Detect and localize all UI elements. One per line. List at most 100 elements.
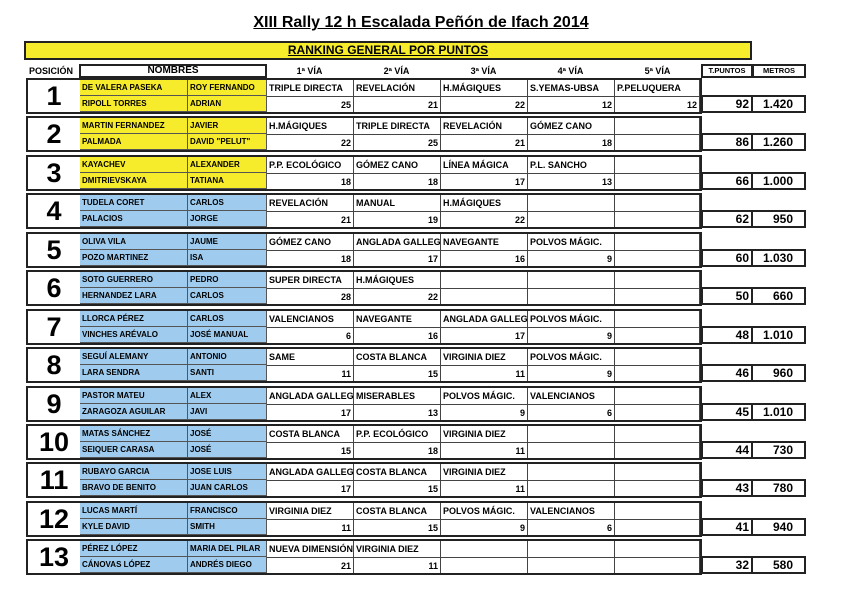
route-points: 28 bbox=[267, 288, 354, 304]
position-number: 6 bbox=[28, 272, 82, 304]
totals: 66 1.000 bbox=[701, 172, 806, 190]
ranking-entry: 8 SEGUÍ ALEMANY ANTONIO LARA SENDRA SANTI SAM… bbox=[26, 347, 702, 383]
total-meters: 1.260 bbox=[762, 135, 793, 149]
climber-name: TUDELA CORET bbox=[80, 195, 188, 211]
total-points: 86 bbox=[703, 135, 753, 149]
climber-name: PÉREZ LÓPEZ bbox=[80, 541, 188, 557]
route-name: ANGLADA GALLEG bbox=[441, 311, 528, 327]
total-meters: 1.010 bbox=[762, 328, 793, 342]
position-number: 11 bbox=[28, 464, 82, 496]
route-name bbox=[615, 426, 700, 442]
route-name: H.MÁGIQUES bbox=[354, 272, 441, 288]
total-meters: 1.000 bbox=[762, 174, 793, 188]
total-meters: 660 bbox=[772, 289, 793, 303]
route-name: NAVEGANTE bbox=[441, 234, 528, 250]
climber-name: CÁNOVAS LÓPEZ bbox=[80, 557, 188, 573]
route-points: 21 bbox=[267, 557, 354, 573]
climber-name: JAVIER bbox=[188, 118, 267, 134]
climber-name: CARLOS bbox=[188, 288, 267, 304]
ranking-entry: 11 RUBAYO GARCIA JOSE LUIS BRAVO DE BENITO J… bbox=[26, 462, 702, 498]
route-name bbox=[615, 118, 700, 134]
route-name bbox=[615, 311, 700, 327]
route-points bbox=[528, 442, 615, 458]
climber-name: KYLE DAVID bbox=[80, 519, 188, 535]
route-points: 9 bbox=[528, 365, 615, 381]
ranking-entry: 10 MATAS SÁNCHEZ JOSÉ SEIQUER CARASA JOSÉ COS… bbox=[26, 424, 702, 460]
route-points: 22 bbox=[441, 96, 528, 112]
climber-name: JOSÉ bbox=[188, 442, 267, 458]
route-points: 11 bbox=[441, 442, 528, 458]
total-points: 44 bbox=[703, 443, 753, 457]
total-meters: 1.420 bbox=[762, 97, 793, 111]
route-points bbox=[615, 211, 700, 227]
route-points: 16 bbox=[441, 250, 528, 266]
position-number: 12 bbox=[28, 503, 82, 535]
route-name bbox=[615, 349, 700, 365]
climber-name: LARA SENDRA bbox=[80, 365, 188, 381]
route-name: VIRGINIA DIEZ bbox=[267, 503, 354, 519]
position-number: 2 bbox=[28, 118, 82, 150]
route-points: 21 bbox=[267, 211, 354, 227]
climber-name: JAUME bbox=[188, 234, 267, 250]
climber-name: RIPOLL TORRES bbox=[80, 96, 188, 112]
climber-name: HERNANDEZ LARA bbox=[80, 288, 188, 304]
totals: 50 660 bbox=[701, 287, 806, 305]
route-points bbox=[528, 557, 615, 573]
totals: 43 780 bbox=[701, 479, 806, 497]
total-meters: 950 bbox=[772, 212, 793, 226]
route-points: 12 bbox=[528, 96, 615, 112]
route-name: SAME bbox=[267, 349, 354, 365]
ranking-entry: 4 TUDELA CORET CARLOS PALACIOS JORGE REVELACI… bbox=[26, 193, 702, 229]
route-name: P.P. ECOLÓGICO bbox=[354, 426, 441, 442]
route-name bbox=[615, 157, 700, 173]
ranking-entry: 7 LLORCA PÉREZ CARLOS VINCHES ARÉVALO JOSÉ M… bbox=[26, 309, 702, 345]
header-via1: 1ª VÍA bbox=[296, 66, 323, 76]
climber-name: FRANCISCO bbox=[188, 503, 267, 519]
route-points: 11 bbox=[441, 480, 528, 496]
climber-name: MATAS SÁNCHEZ bbox=[80, 426, 188, 442]
total-meters: 580 bbox=[772, 558, 793, 572]
route-points: 11 bbox=[441, 365, 528, 381]
route-points: 9 bbox=[528, 327, 615, 343]
climber-name: JOSE LUIS bbox=[188, 464, 267, 480]
climber-name: SEGUÍ ALEMANY bbox=[80, 349, 188, 365]
total-points: 32 bbox=[703, 558, 753, 572]
route-points bbox=[615, 404, 700, 420]
route-points: 17 bbox=[441, 327, 528, 343]
route-points: 18 bbox=[267, 173, 354, 189]
route-name: LÍNEA MÁGICA bbox=[441, 157, 528, 173]
route-points: 6 bbox=[267, 327, 354, 343]
route-points: 9 bbox=[528, 250, 615, 266]
route-name: NUEVA DIMENSIÓN bbox=[267, 541, 354, 557]
climber-name: SMITH bbox=[188, 519, 267, 535]
route-points: 6 bbox=[528, 519, 615, 535]
ranking-entry: 13 PÉREZ LÓPEZ MARIA DEL PILAR CÁNOVAS LÓPE… bbox=[26, 539, 702, 575]
route-points: 12 bbox=[615, 96, 700, 112]
position-number: 1 bbox=[28, 80, 82, 112]
total-meters: 1.030 bbox=[762, 251, 793, 265]
position-number: 13 bbox=[28, 541, 82, 573]
route-points: 21 bbox=[354, 96, 441, 112]
route-name bbox=[615, 234, 700, 250]
header-via4: 4ª VÍA bbox=[557, 66, 584, 76]
position-number: 8 bbox=[28, 349, 82, 381]
climber-name: ROY FERNANDO bbox=[188, 80, 267, 96]
climber-name: BRAVO DE BENITO bbox=[80, 480, 188, 496]
total-meters: 940 bbox=[772, 520, 793, 534]
route-name: MISERABLES bbox=[354, 388, 441, 404]
route-points bbox=[528, 288, 615, 304]
position-number: 7 bbox=[28, 311, 82, 343]
total-points: 62 bbox=[703, 212, 753, 226]
position-number: 5 bbox=[28, 234, 82, 266]
route-name: MANUAL bbox=[354, 195, 441, 211]
climber-name: CARLOS bbox=[188, 311, 267, 327]
route-name: H.MÁGIQUES bbox=[441, 195, 528, 211]
route-points: 15 bbox=[354, 519, 441, 535]
climber-name: ISA bbox=[188, 250, 267, 266]
route-points: 9 bbox=[441, 519, 528, 535]
route-name: P.L. SANCHO bbox=[528, 157, 615, 173]
totals: 46 960 bbox=[701, 364, 806, 382]
route-points: 17 bbox=[267, 480, 354, 496]
route-name: S.YEMAS-UBSA bbox=[528, 80, 615, 96]
route-points: 17 bbox=[354, 250, 441, 266]
